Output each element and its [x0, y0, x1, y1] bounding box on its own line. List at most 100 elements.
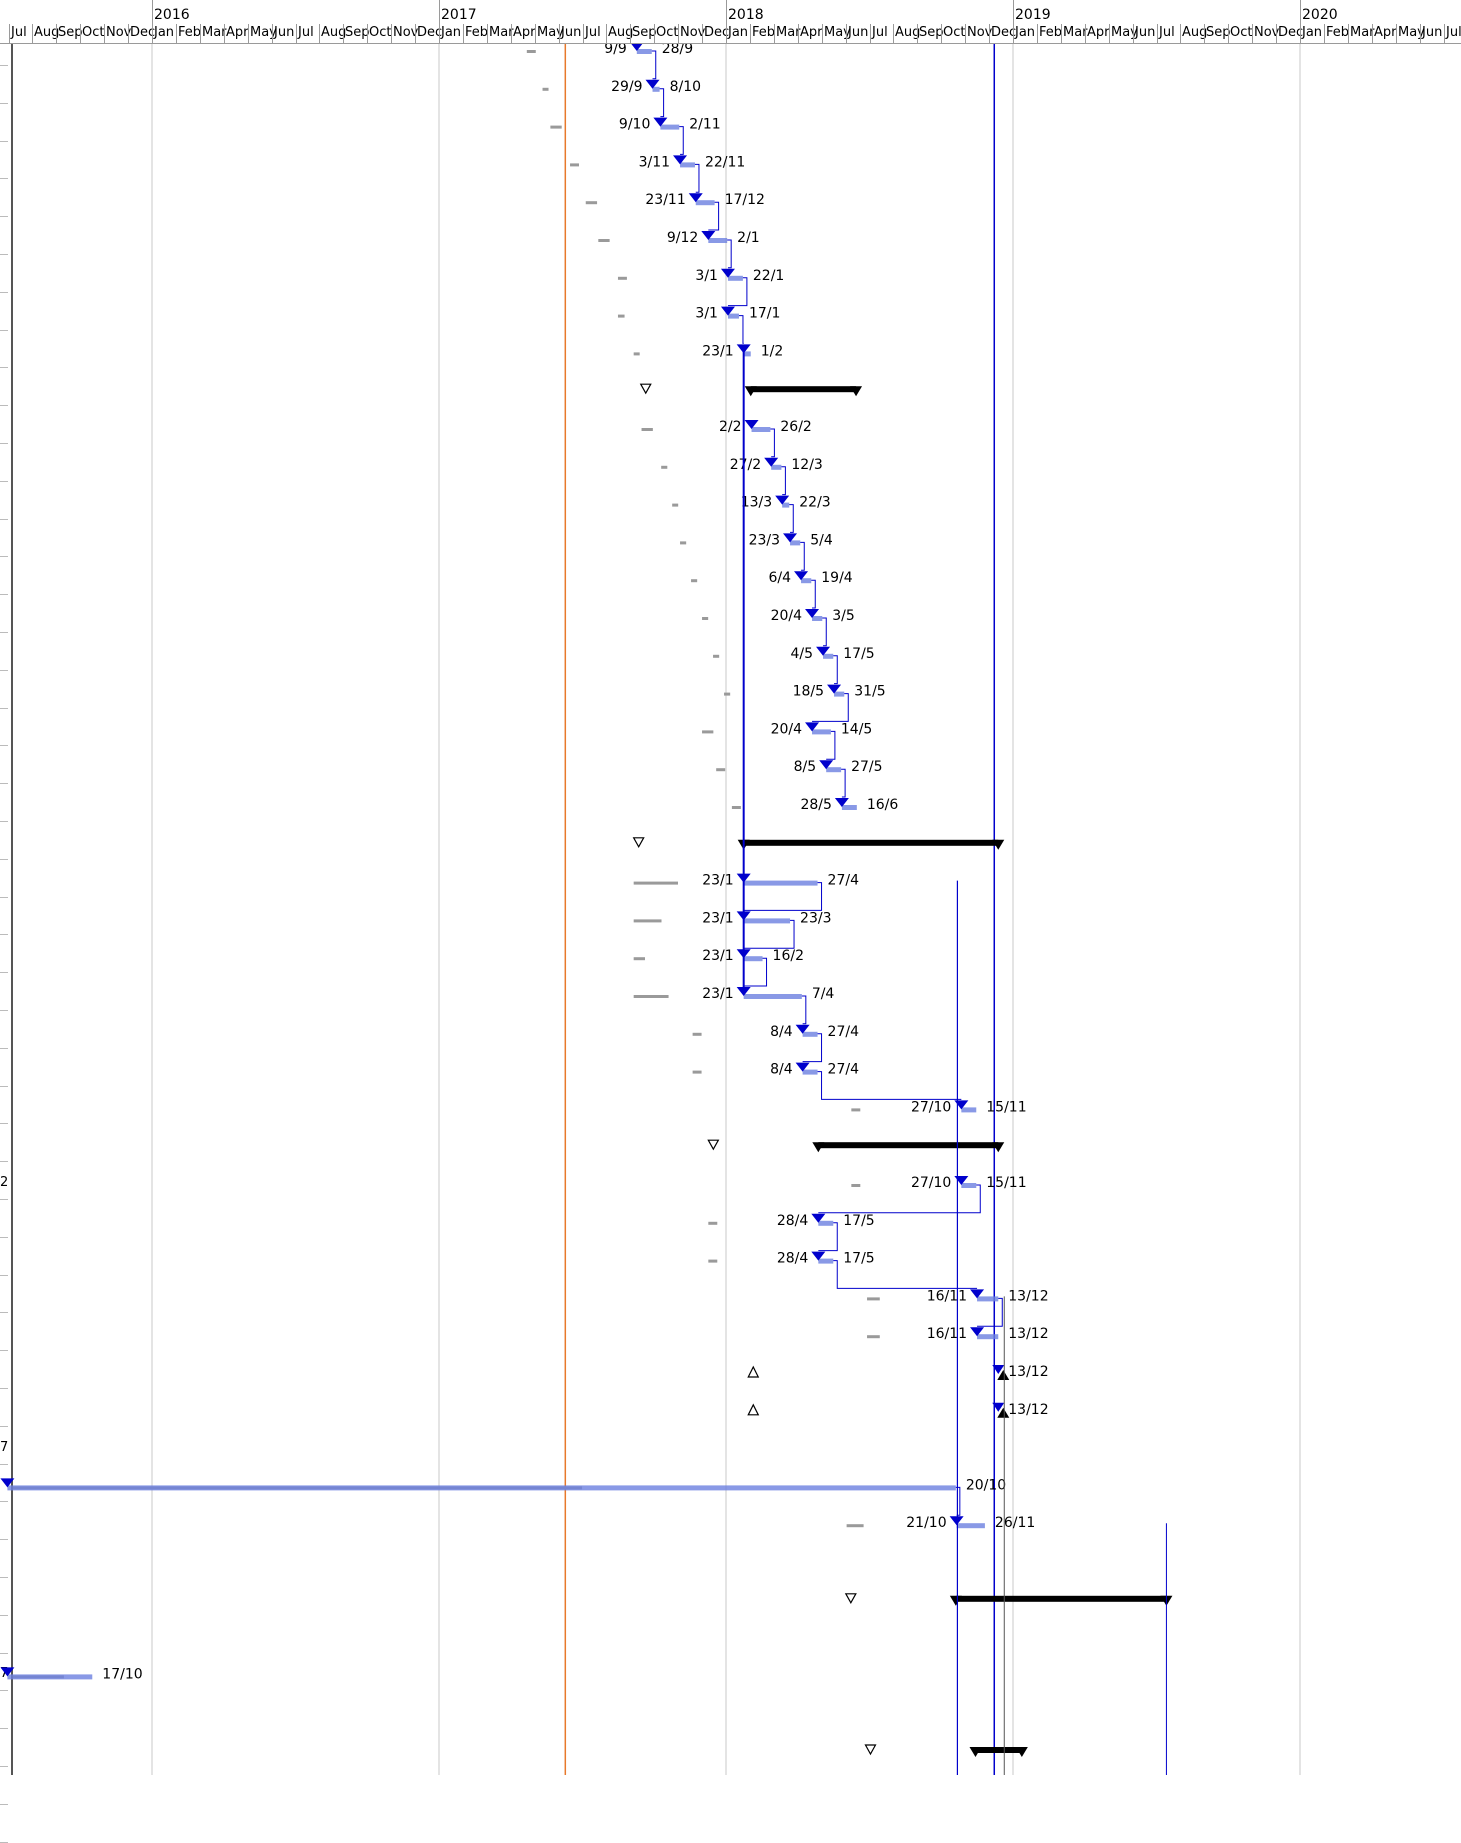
month-label: Sep [1206, 25, 1231, 40]
row-divider [0, 556, 8, 557]
task-bar [956, 1523, 985, 1529]
dependency-link [781, 466, 786, 496]
row-divider [0, 1615, 8, 1616]
dependency-link [651, 50, 657, 80]
start-marker [0, 1478, 15, 1488]
baseline-summary-marker [864, 1744, 877, 1756]
month-label: Dec [417, 25, 443, 40]
task-bar [727, 313, 739, 319]
row-divider [0, 1048, 8, 1049]
year-tick [152, 0, 153, 24]
month-label: Jul [585, 25, 601, 40]
year-tick [1013, 0, 1014, 24]
baseline-bar [633, 919, 662, 923]
start-date-label: 9/10 [619, 117, 650, 133]
month-tick [152, 24, 153, 43]
start-marker [736, 344, 751, 354]
start-marker [764, 457, 779, 467]
finish-date-label: 7/4 [812, 986, 835, 1002]
task-bar [636, 49, 652, 54]
task-bar [790, 540, 801, 546]
baseline-summary-marker [707, 1139, 720, 1151]
edge-row-number: 7 [0, 1440, 9, 1455]
summary-bar [818, 1142, 999, 1149]
baseline-bar [550, 125, 562, 129]
row-divider [0, 1275, 8, 1276]
month-label: Nov [393, 25, 419, 40]
start-marker [795, 1024, 810, 1034]
month-tick [319, 24, 320, 43]
start-marker [970, 1289, 985, 1299]
finish-date-label: 16/2 [773, 948, 804, 964]
summary-bar [750, 386, 857, 393]
baseline-bar [542, 87, 549, 91]
month-tick [1420, 24, 1421, 43]
month-tick [1157, 24, 1158, 43]
start-date-label: 16/11 [927, 1288, 967, 1304]
baseline-bar [716, 768, 726, 772]
row-divider [0, 1539, 8, 1540]
start-marker [811, 1213, 826, 1223]
month-label: Mar [489, 25, 514, 40]
summary-end-marker [992, 1142, 1005, 1153]
month-label: Mar [1350, 25, 1375, 40]
month-label: Sep [632, 25, 657, 40]
finish-date-label: 15/11 [986, 1175, 1026, 1191]
task-bar [751, 427, 771, 432]
finish-date-label: 13/12 [1008, 1402, 1048, 1418]
baseline-bar [641, 428, 653, 431]
month-tick [248, 24, 249, 43]
row-divider [0, 1123, 8, 1124]
month-label: Nov [680, 25, 706, 40]
month-label: Mar [776, 25, 801, 40]
milestone-marker-baseline [997, 1407, 1010, 1418]
finish-date-label: 22/1 [753, 268, 784, 284]
start-marker [653, 117, 668, 127]
dependency-link [822, 617, 827, 647]
start-marker [0, 1667, 15, 1677]
row-divider [0, 216, 8, 217]
row-divider [0, 1653, 8, 1654]
task-bar [695, 200, 715, 206]
dependency-link [738, 315, 744, 344]
month-label: Nov [106, 25, 132, 40]
dependency-link [802, 1033, 823, 1063]
start-date-label: 9/9 [604, 41, 627, 57]
task-bar [823, 653, 834, 659]
month-label: Jun [1135, 25, 1156, 40]
month-label: Oct [656, 25, 679, 40]
gantt-chart: 9/9 28/9 29/9 8/10 9/10 2/11 3/11 22/11 23/11 17/… [0, 41, 1301, 1775]
dependency-link [679, 126, 684, 155]
dependency-link [659, 88, 665, 118]
task-bar [977, 1334, 999, 1340]
start-date-label: 23/1 [702, 343, 733, 359]
task-bar [727, 275, 743, 281]
start-marker [673, 155, 688, 165]
month-tick [9, 24, 10, 43]
dependency-link [841, 768, 846, 798]
dependency-link [789, 504, 794, 533]
month-label: Dec [991, 25, 1017, 40]
task-bar [771, 464, 782, 470]
month-label: Oct [943, 25, 966, 40]
finish-date-label: 13/12 [1008, 1288, 1048, 1304]
baseline-bar [708, 1259, 718, 1263]
start-date-label: 23/1 [702, 948, 733, 964]
month-tick [463, 24, 464, 43]
month-label: Mar [1063, 25, 1088, 40]
start-date-label: 21/10 [906, 1515, 946, 1531]
summary-start-marker [949, 1595, 962, 1606]
start-date-label: 4/5 [791, 646, 814, 662]
finish-date-label: 2/1 [737, 230, 760, 246]
dependency-link [833, 655, 838, 685]
start-date-label: 23/1 [702, 873, 733, 889]
summary-bar [975, 1747, 1022, 1753]
month-tick [846, 24, 847, 43]
baseline-summary-marker [639, 383, 652, 395]
year-label: 2020 [1302, 7, 1338, 23]
start-date-label: 16/11 [927, 1326, 967, 1342]
month-label: Jan [1302, 25, 1323, 40]
month-tick [1085, 24, 1086, 43]
task-bar [708, 238, 728, 243]
start-marker [827, 684, 842, 694]
